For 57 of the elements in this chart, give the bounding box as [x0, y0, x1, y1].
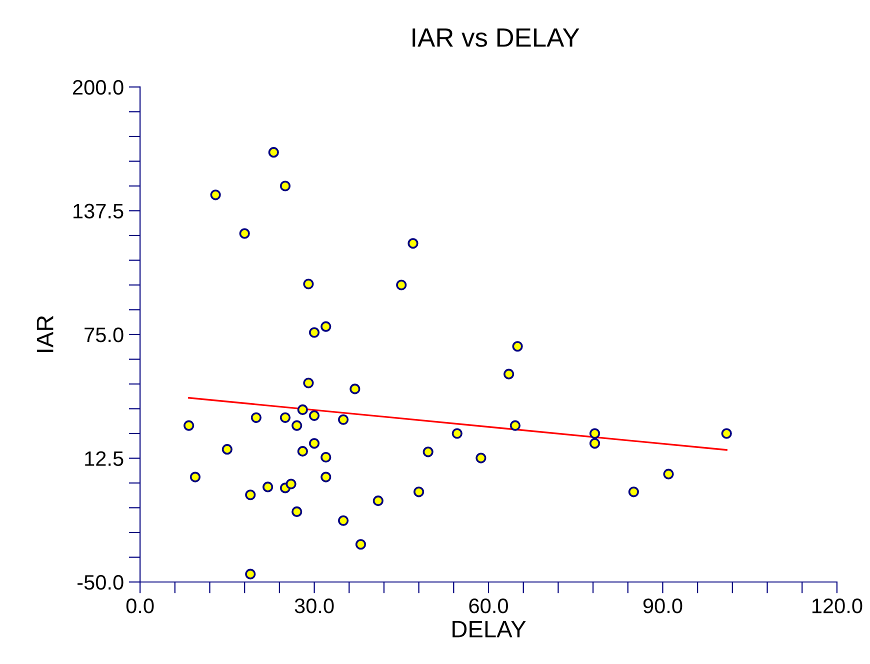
point	[396, 280, 407, 290]
point	[303, 278, 314, 290]
x-tick-label: 30.0	[294, 598, 334, 614]
point	[262, 482, 274, 492]
point	[184, 420, 194, 431]
y-axis-title: IAR	[36, 316, 54, 352]
point	[663, 468, 674, 480]
point	[320, 452, 332, 463]
point	[297, 446, 308, 457]
point	[512, 341, 523, 352]
y-tick-label: 137.5	[74, 204, 124, 218]
point	[510, 420, 521, 431]
point	[350, 384, 360, 394]
point	[589, 438, 600, 449]
chart-title: IAR vs DELAY	[412, 28, 580, 47]
point	[292, 420, 302, 431]
point	[268, 147, 279, 158]
point	[589, 428, 600, 439]
point	[245, 568, 256, 580]
point	[308, 327, 320, 338]
point	[628, 486, 639, 498]
point	[308, 410, 320, 421]
point	[372, 496, 384, 506]
y-tick-label: 200.0	[73, 80, 124, 95]
point	[452, 428, 462, 439]
x-tick-label: 0.0	[126, 598, 154, 614]
point	[210, 190, 221, 200]
y-tick-label: 75.0	[84, 327, 124, 342]
point	[721, 428, 732, 439]
x-tick-label: 120.0	[812, 598, 862, 614]
point	[239, 228, 250, 239]
point	[250, 412, 262, 423]
point	[190, 472, 201, 482]
point	[280, 180, 291, 192]
x-axis-title: DELAY	[452, 621, 526, 638]
point	[245, 490, 256, 500]
point	[308, 438, 320, 449]
point	[292, 506, 302, 517]
x-tick-label: 90.0	[643, 598, 682, 614]
point	[414, 486, 424, 498]
point	[504, 368, 514, 380]
point	[286, 478, 296, 490]
point	[222, 444, 232, 455]
point	[280, 412, 291, 423]
point	[297, 404, 308, 416]
point	[408, 238, 418, 249]
point	[476, 452, 486, 464]
point	[320, 472, 332, 482]
point	[338, 515, 349, 526]
point	[355, 539, 366, 550]
point	[422, 446, 434, 458]
y-tick-label: -50.0	[78, 574, 124, 590]
point	[320, 321, 332, 332]
point	[338, 414, 349, 425]
x-tick-label: 60.0	[469, 598, 508, 614]
y-tick-label: 12.5	[85, 451, 124, 466]
point	[303, 378, 314, 388]
